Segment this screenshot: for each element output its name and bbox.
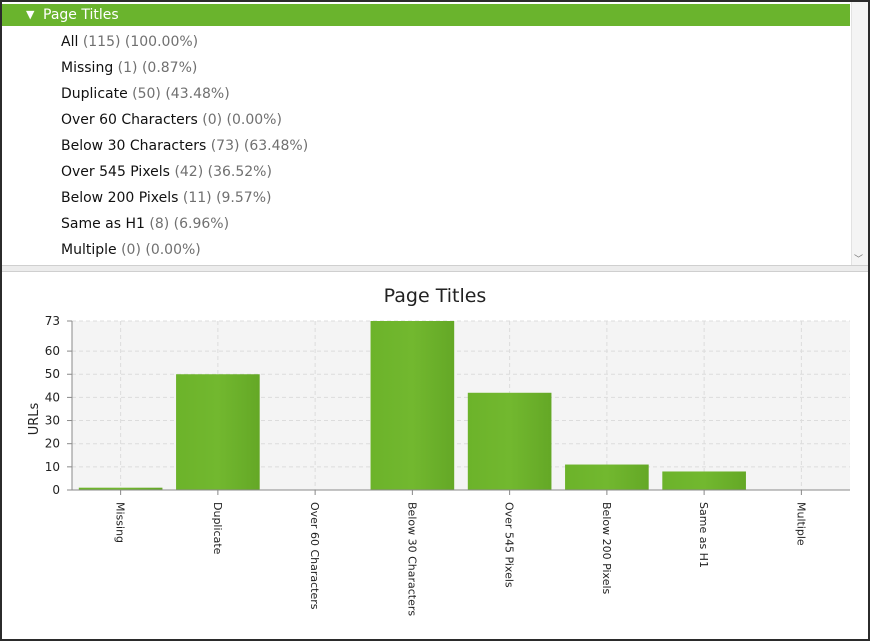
chart-title: Page Titles [384,285,487,307]
triangle-down-icon[interactable]: ▼ [26,8,35,21]
tree-item-multiple[interactable]: Multiple (0) (0.00%) [61,239,201,261]
tree-item-below-200-pixels[interactable]: Below 200 Pixels (11) (9.57%) [61,187,271,209]
tree-item-count: (1) (0.87%) [117,60,198,76]
tree-item-label: Missing [61,60,114,76]
y-tick-label: 50 [45,367,60,381]
tree-item-count: (8) (6.96%) [149,216,230,232]
x-tick-label: Missing [114,502,127,543]
overview-tree-panel: ▼ Page Titles All (115) (100.00%) Missin… [2,2,868,265]
bar-chart: Page Titles URLs 0 10 20 30 40 50 60 73 Missing… [27,285,850,616]
tree-item-count: (73) (63.48%) [210,138,309,154]
axes [67,320,850,495]
tree-item-label: Over 545 Pixels [61,164,170,180]
x-tick-label: Below 200 Pixels [600,502,613,595]
tree-item-over-60-characters[interactable]: Over 60 Characters (0) (0.00%) [61,109,282,131]
tree-item-label: All [61,34,79,50]
tree-item-label: Duplicate [61,86,128,102]
tree-item-label: Below 200 Pixels [61,190,179,206]
tree-item-label: Same as H1 [61,216,145,232]
y-tick-label: 10 [45,460,60,474]
tree-item-duplicate[interactable]: Duplicate (50) (43.48%) [61,83,230,105]
tree-item-count: (42) (36.52%) [174,164,272,180]
tree-header-label: Page Titles [43,7,119,23]
tree-item-count: (0) (0.00%) [202,112,282,128]
tree-item-below-30-characters[interactable]: Below 30 Characters (73) (63.48%) [61,135,308,157]
tree-item-same-as-h1[interactable]: Same as H1 (8) (6.96%) [61,213,229,235]
chevron-down-icon[interactable]: ﹀ [854,255,864,265]
tree-item-count: (115) (100.00%) [82,34,199,50]
tree-item-all[interactable]: All (115) (100.00%) [61,31,198,53]
tree-item-count: (50) (43.48%) [132,86,230,102]
tree-header-page-titles[interactable]: ▼ Page Titles [2,4,850,26]
x-tick-labels: Missing Duplicate Over 60 Characters Below … [114,502,808,616]
tree-item-label: Below 30 Characters [61,138,207,154]
splitter-handle[interactable] [2,265,868,272]
tree-item-label: Multiple [61,242,117,258]
bar-same-as-h1 [662,471,746,490]
y-tick-labels: 0 10 20 30 40 50 60 73 [45,314,60,497]
bars [78,321,746,490]
y-axis-label: URLs [27,402,42,435]
bar-below-200-pixels [565,464,649,490]
x-tick-label: Duplicate [211,502,224,555]
tree-item-missing[interactable]: Missing (1) (0.87%) [61,57,197,79]
y-tick-label: 30 [45,414,60,428]
tree-item-over-545-pixels[interactable]: Over 545 Pixels (42) (36.52%) [61,161,272,183]
tree-item-label: Over 60 Characters [61,112,198,128]
x-tick-label: Same as H1 [697,502,710,568]
y-tick-label: 73 [45,314,60,328]
bar-missing [78,487,163,490]
x-tick-label: Multiple [794,502,807,546]
y-tick-label: 0 [52,483,60,497]
y-tick-label: 20 [45,437,60,451]
tree-item-count: (11) (9.57%) [182,190,272,206]
x-tick-label: Over 60 Characters [308,502,321,610]
bar-duplicate [176,374,260,490]
x-tick-label: Below 30 Characters [405,502,418,616]
vertical-scrollbar[interactable] [851,2,868,265]
bar-below-30-characters [370,321,455,490]
y-tick-label: 60 [45,344,60,358]
x-tick-label: Over 545 Pixels [503,502,516,588]
bar-over-545-pixels [467,392,552,490]
tree-item-count: (0) (0.00%) [121,242,201,258]
chart-panel: Page Titles URLs 0 10 20 30 40 50 60 73 Missing… [2,272,868,639]
y-tick-label: 40 [45,390,60,404]
